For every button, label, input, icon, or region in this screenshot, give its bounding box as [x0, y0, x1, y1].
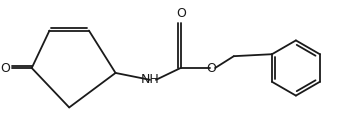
Text: O: O: [176, 7, 187, 20]
Text: O: O: [206, 62, 216, 75]
Text: NH: NH: [141, 73, 159, 86]
Text: O: O: [0, 62, 10, 75]
